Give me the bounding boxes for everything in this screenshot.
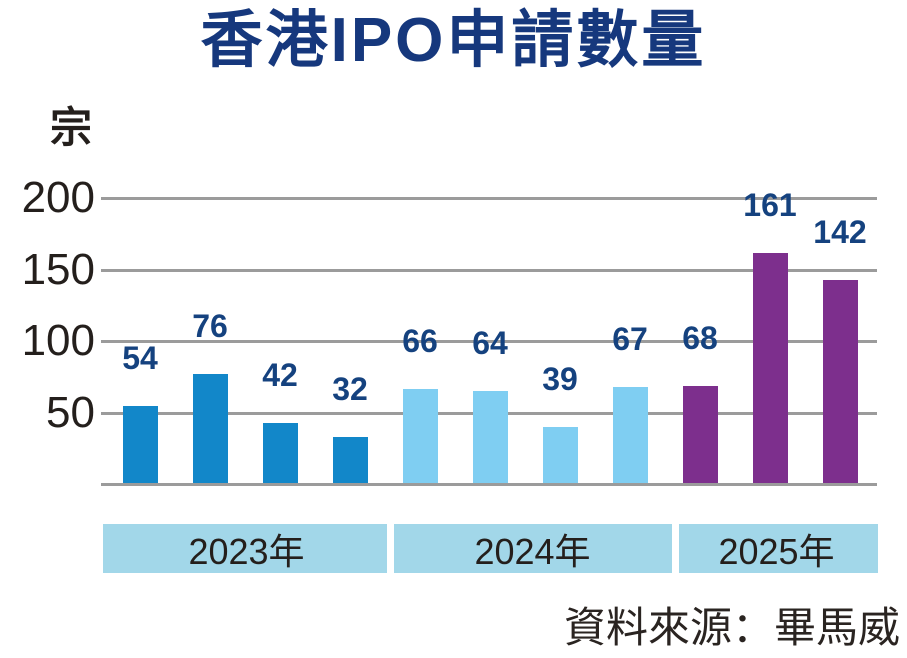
bar [542, 427, 578, 483]
bar-value-label: 64 [472, 325, 508, 361]
x-axis-year-band: 2023年 2024年 2025年 [103, 524, 878, 573]
bar-value-label: 32 [332, 371, 368, 407]
bar-value-label: 39 [542, 361, 578, 397]
source-caption: 資料來源：畢馬威 [563, 606, 900, 652]
year-band-section: 2023年 [188, 530, 305, 572]
year-band-divider [672, 524, 679, 573]
bar-value-label: 76 [192, 308, 228, 344]
bar-value-label: 67 [612, 321, 648, 357]
gridline [101, 269, 877, 272]
bar [612, 387, 648, 483]
bar [752, 253, 788, 483]
year-band-section: 2024年 [474, 530, 591, 572]
year-band-divider [387, 524, 394, 573]
bar-value-label: 68 [682, 320, 718, 356]
y-tick-label: 150 [21, 245, 95, 294]
bar [472, 391, 508, 483]
bar [122, 406, 158, 483]
y-tick-label: 50 [46, 388, 95, 437]
bar [822, 280, 858, 483]
x-axis-baseline [101, 483, 877, 486]
bar-value-label: 54 [122, 340, 158, 376]
gridline [101, 197, 877, 200]
bar [262, 423, 298, 483]
bar [682, 386, 718, 483]
y-tick-label: 200 [21, 173, 95, 222]
y-tick-label: 100 [21, 316, 95, 365]
gridline [101, 340, 877, 343]
year-band-section: 2025年 [718, 530, 835, 572]
bar [332, 437, 368, 483]
bar-value-label: 142 [813, 214, 867, 250]
bar-value-label: 66 [402, 323, 438, 359]
y-axis-unit-label: 宗 [50, 104, 93, 151]
bar-value-label: 42 [262, 357, 298, 393]
bar [192, 374, 228, 483]
chart-title: 香港IPO申請數量 [200, 6, 707, 75]
bar-value-label: 161 [743, 187, 797, 223]
bar [402, 389, 438, 483]
